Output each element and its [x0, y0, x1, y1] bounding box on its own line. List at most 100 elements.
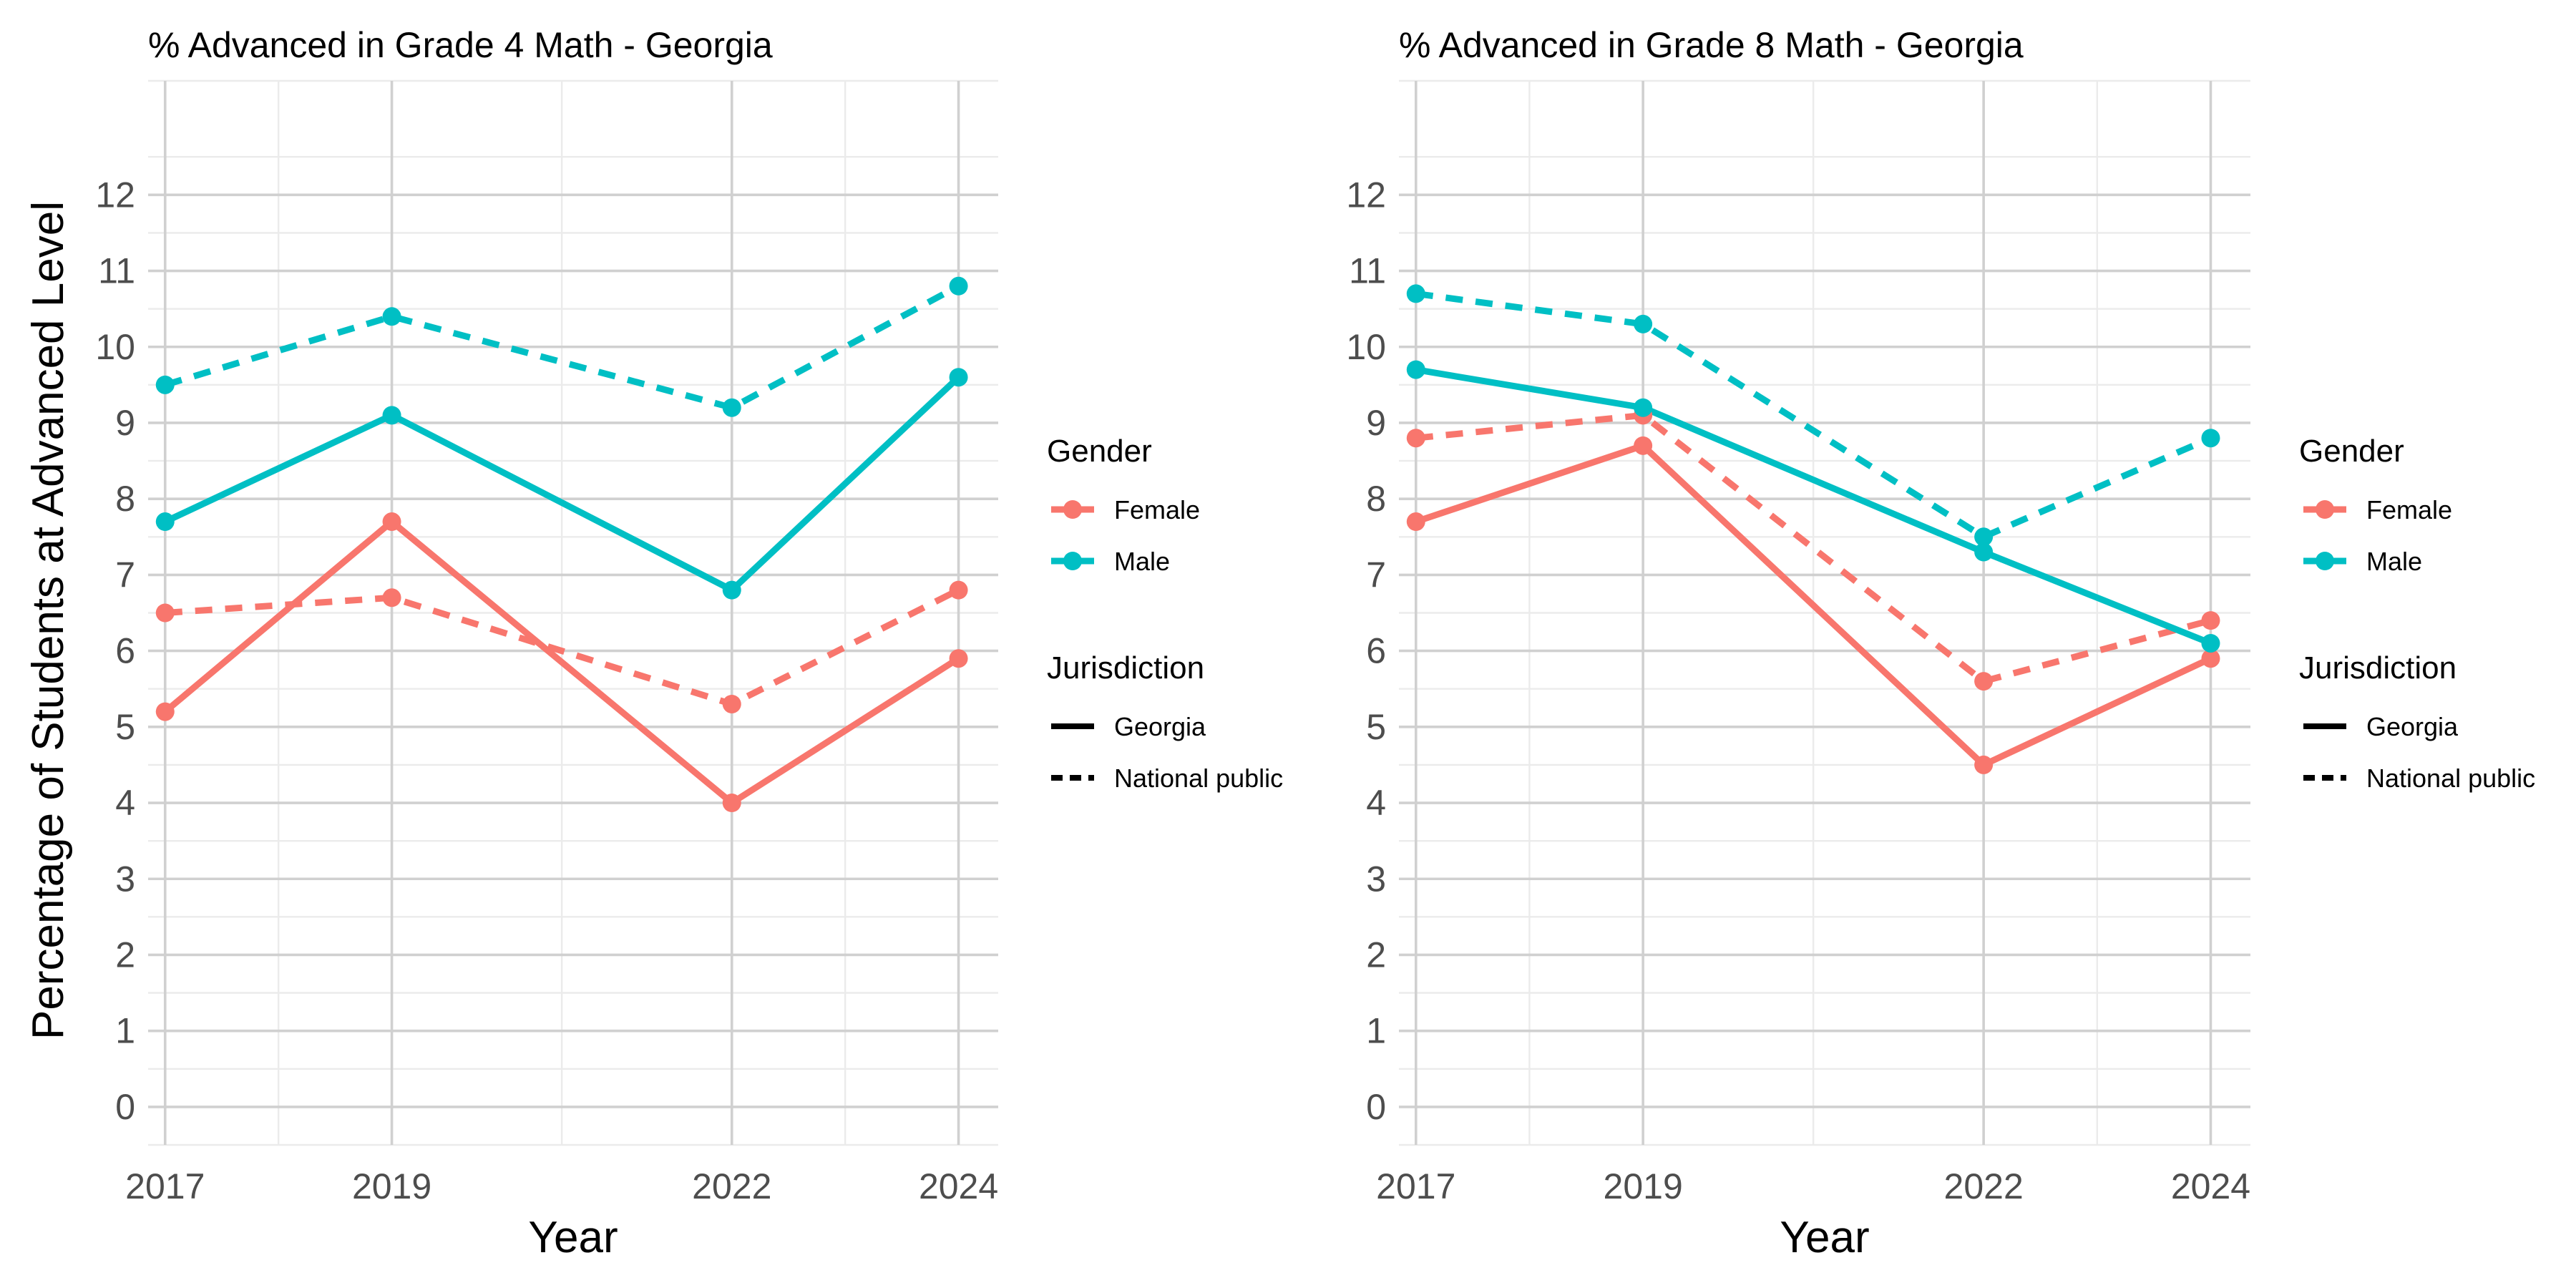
- data-point: [722, 580, 741, 600]
- y-tick-label: 7: [115, 555, 135, 595]
- grid-minor: [148, 79, 998, 1146]
- series-line-female-georgia: [162, 518, 961, 806]
- legend-key-point: [2316, 500, 2334, 519]
- legend-title-gender: Gender: [1047, 434, 1152, 469]
- y-tick-label: 5: [1366, 707, 1386, 747]
- data-point: [1406, 284, 1425, 303]
- x-tick-label: 2019: [352, 1166, 431, 1206]
- data-point: [382, 512, 401, 532]
- y-tick-label: 11: [98, 251, 135, 291]
- y-tick-label: 11: [1349, 251, 1386, 291]
- legend-item-label: Male: [1114, 547, 1170, 576]
- legend: Gender Female Male Jurisdiction Georgia Natio…: [2299, 434, 2535, 793]
- data-point: [1634, 314, 1653, 333]
- y-tick-label: 8: [115, 479, 135, 519]
- legend-item-label: Female: [1114, 495, 1200, 525]
- legend-title-gender: Gender: [2299, 434, 2404, 469]
- y-tick-label: 8: [1366, 479, 1386, 519]
- series-line-male-georgia: [1415, 366, 2212, 647]
- y-tick-label: 6: [115, 631, 135, 671]
- x-axis-title: Year: [528, 1213, 618, 1262]
- data-point: [2201, 649, 2220, 668]
- x-tick-label: 2017: [1376, 1166, 1455, 1206]
- grid-major: [148, 81, 998, 1145]
- data-point: [722, 794, 741, 813]
- data-point: [1974, 542, 1994, 562]
- legend: Gender Female Male Jurisdiction Georgia Natio…: [1047, 434, 1283, 793]
- legend-item-label: Male: [2366, 547, 2422, 576]
- data-point: [949, 580, 968, 600]
- series-line-male-national: [1415, 290, 2212, 540]
- data-point: [2201, 611, 2220, 630]
- x-tick-label: 2024: [2171, 1166, 2250, 1206]
- data-point: [155, 512, 175, 532]
- y-tick-label: 2: [1366, 935, 1386, 975]
- y-tick-label: 12: [1346, 175, 1386, 215]
- x-tick-label: 2022: [1944, 1166, 2024, 1206]
- legend-item-label: Georgia: [2366, 712, 2459, 741]
- data-point: [1974, 527, 1994, 547]
- y-tick-label: 0: [1366, 1087, 1386, 1127]
- legend-key-point: [1063, 500, 1082, 519]
- data-point: [949, 276, 968, 296]
- y-tick-label: 1: [115, 1011, 135, 1051]
- data-point: [949, 368, 968, 387]
- data-point: [1974, 755, 1994, 774]
- data-point: [949, 649, 968, 668]
- series-line-female-national: [165, 587, 960, 708]
- x-axis-title: Year: [1780, 1213, 1869, 1262]
- data-point: [1634, 398, 1653, 417]
- y-tick-label: 7: [1366, 555, 1386, 595]
- y-tick-label: 3: [1366, 859, 1386, 899]
- y-tick-label: 10: [95, 327, 135, 367]
- x-tick-label: 2024: [919, 1166, 998, 1206]
- legend-key-point: [1063, 552, 1082, 570]
- legend-item-label: Georgia: [1114, 712, 1206, 741]
- y-tick-label: 0: [115, 1087, 135, 1127]
- y-tick-label: 12: [95, 175, 135, 215]
- y-tick-label: 6: [1366, 631, 1386, 671]
- legend-item-label: Female: [2366, 495, 2452, 525]
- legend-title-jurisdiction: Jurisdiction: [2299, 650, 2457, 686]
- data-point: [155, 375, 175, 394]
- series-line-female-georgia: [1415, 442, 2212, 769]
- data-point: [382, 307, 401, 326]
- y-tick-label: 10: [1346, 327, 1386, 367]
- legend-item-label: National public: [1114, 763, 1283, 793]
- y-tick-label: 2: [115, 935, 135, 975]
- data-point: [382, 588, 401, 608]
- y-tick-label: 4: [115, 783, 135, 823]
- y-axis-title: Percentage of Students at Advanced Level: [24, 201, 73, 1040]
- y-tick-label: 9: [1366, 403, 1386, 443]
- data-point: [382, 406, 401, 425]
- data-point: [1406, 512, 1425, 532]
- y-tick-label: 1: [1366, 1011, 1386, 1051]
- y-tick-label: 4: [1366, 783, 1386, 823]
- x-tick-label: 2017: [125, 1166, 205, 1206]
- data-point: [2201, 429, 2220, 448]
- y-tick-label: 3: [115, 859, 135, 899]
- data-point: [722, 694, 741, 713]
- legend-key-point: [2316, 552, 2334, 570]
- data-point: [155, 603, 175, 623]
- x-tick-label: 2019: [1604, 1166, 1683, 1206]
- y-tick-label: 9: [115, 403, 135, 443]
- data-point: [1974, 672, 1994, 691]
- chart-title: % Advanced in Grade 8 Math - Georgia: [1399, 25, 2024, 65]
- data-point: [2201, 633, 2220, 653]
- grid-minor: [1399, 79, 2250, 1146]
- legend-title-jurisdiction: Jurisdiction: [1047, 650, 1204, 686]
- data-point: [1634, 436, 1653, 455]
- x-tick-label: 2022: [692, 1166, 771, 1206]
- legend-item-label: National public: [2366, 763, 2535, 793]
- data-point: [155, 702, 175, 721]
- series-line-male-georgia: [163, 374, 961, 594]
- data-point: [722, 398, 741, 417]
- data-point: [1406, 360, 1425, 379]
- chart-title: % Advanced in Grade 4 Math - Georgia: [148, 25, 773, 65]
- y-tick-label: 5: [115, 707, 135, 747]
- data-point: [1406, 429, 1425, 448]
